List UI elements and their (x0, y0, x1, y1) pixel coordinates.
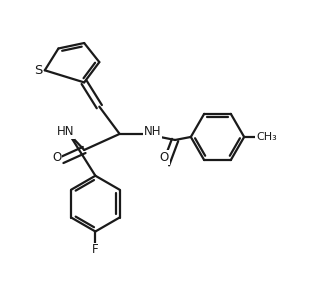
Text: O: O (52, 151, 61, 164)
Text: HN: HN (57, 125, 75, 138)
Text: F: F (92, 243, 99, 256)
Text: NH: NH (144, 125, 161, 138)
Text: O: O (160, 151, 169, 164)
Text: S: S (34, 64, 42, 77)
Text: CH₃: CH₃ (256, 132, 277, 142)
